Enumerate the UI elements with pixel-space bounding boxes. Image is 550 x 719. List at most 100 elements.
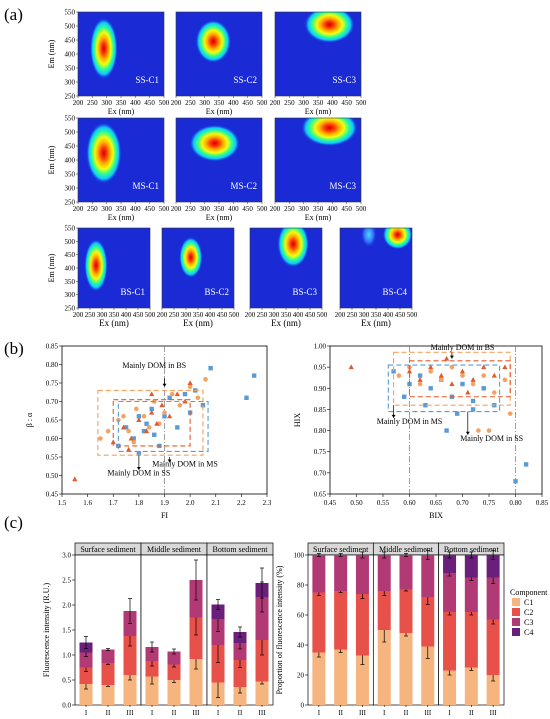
y-tick-label: 0.70 (314, 469, 327, 477)
eem-x-tick-label: 400 (293, 311, 304, 319)
eem-x-tick-label: 450 (133, 311, 144, 319)
eem-x-axis-label: Ex (nm) (108, 107, 135, 116)
eem-x-tick-label: 300 (199, 205, 210, 213)
eem-x-tick-label: 350 (281, 311, 292, 319)
data-point-triangle (149, 409, 155, 415)
x-tick-label: II (106, 709, 111, 717)
bar-segment-c1 (377, 630, 391, 705)
eem-x-tick-label: 500 (229, 311, 240, 319)
eem-peak (84, 238, 108, 292)
data-point-circle (439, 377, 444, 383)
eem-x-axis-label: Ex (nm) (206, 213, 233, 222)
eem-x-tick-label: 450 (242, 99, 253, 107)
x-tick-label: 2.0 (186, 499, 195, 507)
eem-component-label: BS-C3 (292, 287, 317, 297)
annotation-ss: Mainly DOM in SS (460, 434, 523, 443)
bar-segment-c2 (399, 589, 413, 633)
eem-peak (195, 19, 231, 63)
x-tick-label: 1.9 (160, 499, 169, 507)
x-tick-label: 0.60 (403, 499, 416, 507)
data-point-circle (162, 410, 167, 415)
eem-y-tick-label: 350 (65, 171, 76, 179)
y-tick-label: 0.80 (46, 361, 59, 369)
x-tick-label: I (448, 709, 451, 717)
data-point-triangle (438, 372, 444, 378)
x-tick-label: 1.5 (58, 499, 67, 507)
eem-x-tick-label: 400 (130, 99, 141, 107)
y-tick-label: 20 (297, 672, 305, 680)
data-point-triangle (406, 368, 413, 374)
data-point-square (470, 398, 476, 404)
eem-x-tick-label: 300 (97, 311, 108, 319)
plot-frame (329, 345, 543, 495)
data-point-triangle (154, 420, 160, 426)
eem-bs-c2: BS-C2 200 250 300 350 400 450 500 Ex (nm) (157, 227, 240, 328)
data-point-square (251, 373, 257, 378)
bar-segment-c2 (421, 597, 435, 647)
bar-segment-c1 (399, 633, 413, 705)
eem-x-tick-label: 300 (101, 205, 112, 213)
y-tick-label: 2.0 (62, 602, 71, 610)
eem-x-axis-label: Ex (nm) (206, 107, 233, 116)
bar-segment-c3 (443, 573, 457, 612)
eem-x-tick-label: 500 (159, 205, 170, 213)
eem-x-tick-label: 300 (101, 99, 112, 107)
eem-component-label: MS-C2 (230, 181, 257, 191)
data-point-triangle (72, 476, 78, 482)
eem-x-tick-label: 250 (85, 311, 96, 319)
y-tick-label: 0.50 (46, 472, 59, 480)
x-tick-label: 1.7 (109, 499, 118, 507)
data-point-triangle (174, 391, 180, 397)
data-point-circle (507, 411, 513, 416)
eem-x-tick-label: 200 (73, 311, 84, 319)
y-tick-label: 0.5 (62, 677, 71, 685)
eem-x-tick-label: 200 (335, 311, 346, 319)
annotation-arrow-ss-head (465, 431, 470, 435)
eem-bs-c3: BS-C3 200 250 300 350 400 450 500 Ex (nm) (245, 227, 328, 328)
data-point-square (123, 425, 129, 430)
bar-segment-c3 (101, 649, 115, 663)
y-tick-label: 1.00 (314, 343, 327, 351)
bar-segment-c1 (79, 684, 93, 705)
data-point-square (152, 432, 157, 437)
bar-segment-c1 (355, 655, 369, 705)
bar-segment-c1 (464, 667, 478, 705)
data-point-circle (131, 439, 137, 445)
bar-segment-c3 (211, 619, 225, 645)
eem-x-tick-label: 450 (341, 205, 352, 213)
ms-region-box (97, 389, 204, 456)
x-tick-label: I (151, 709, 154, 717)
data-point-square (144, 421, 149, 426)
y-tick-label: 0.85 (46, 343, 59, 351)
data-point-triangle (449, 381, 455, 387)
x-tick-label: III (359, 709, 367, 717)
x-tick-label: III (259, 709, 267, 717)
eem-x-axis-label: Ex (nm) (305, 107, 332, 116)
eem-component-label: SS-C3 (332, 75, 356, 85)
eem-x-tick-label: 450 (144, 205, 155, 213)
y-tick-label: 0.65 (314, 491, 327, 499)
eem-x-tick-label: 350 (371, 311, 382, 319)
data-point-square (428, 386, 433, 391)
eem-y-tick-label: 450 (65, 143, 76, 151)
data-point-square (481, 386, 486, 391)
bar-segment-c2 (101, 663, 115, 685)
eem-ms-c2: MS-C2 200 250 300 350 400 450 500 Ex (nm) (171, 117, 268, 222)
data-point-square (460, 381, 465, 387)
data-point-square (208, 366, 213, 371)
annotation-ms: Mainly DOM in MS (377, 417, 443, 426)
eem-y-tick-label: 400 (65, 51, 76, 59)
x-tick-label: III (424, 709, 432, 717)
data-point-circle (470, 381, 476, 387)
eem-y-tick-label: 450 (65, 37, 76, 45)
x-tick-label: 0.70 (456, 499, 469, 507)
bar-segment-c2 (464, 612, 478, 668)
data-point-triangle (428, 364, 434, 370)
bar-segment-c1 (167, 680, 181, 705)
x-tick-label: I (383, 709, 386, 717)
x-tick-label: 1.6 (83, 499, 92, 507)
x-tick-label: 0.65 (430, 499, 443, 507)
data-point-triangle (348, 364, 354, 370)
eem-x-tick-label: 250 (169, 311, 180, 319)
